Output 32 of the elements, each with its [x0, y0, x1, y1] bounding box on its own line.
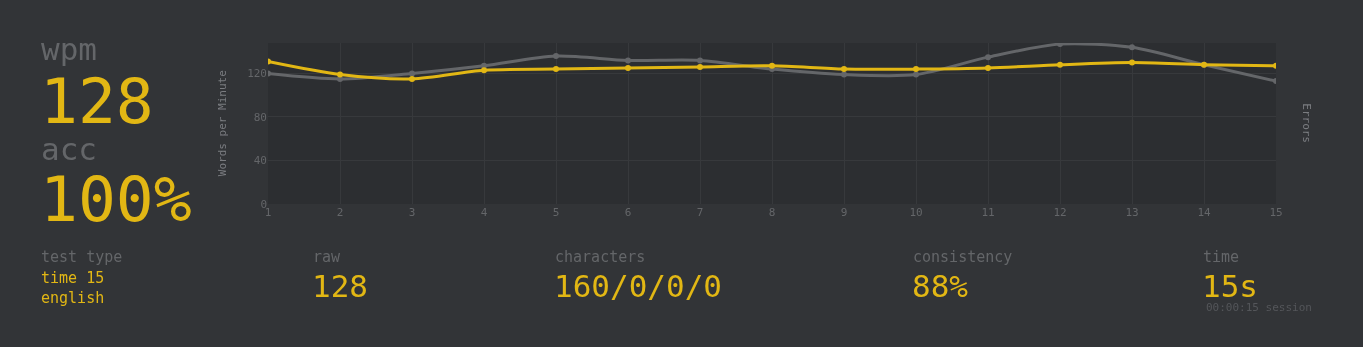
point	[697, 57, 703, 64]
point	[841, 71, 847, 78]
line-series	[268, 58, 1276, 82]
point	[1057, 61, 1063, 68]
point	[841, 66, 847, 73]
y2-axis-title: Errors	[1299, 103, 1313, 144]
point	[625, 65, 631, 72]
point	[985, 65, 991, 72]
text: 15s	[1202, 268, 1258, 304]
point	[625, 57, 631, 64]
point	[769, 62, 775, 69]
text: 88%	[912, 268, 968, 304]
point	[337, 71, 343, 78]
text: 160/0/0/0	[554, 268, 722, 304]
point	[553, 53, 559, 60]
y-axis-title: Words per Minute	[216, 70, 230, 177]
point	[409, 75, 415, 82]
text: time 15	[41, 269, 105, 287]
point	[1129, 44, 1135, 51]
point	[985, 54, 991, 61]
line-series	[268, 43, 1276, 85]
text: english	[41, 289, 105, 307]
point	[1129, 59, 1135, 66]
point	[913, 66, 919, 73]
point	[409, 70, 415, 77]
text: 128	[40, 65, 154, 138]
point	[481, 67, 487, 74]
point	[697, 63, 703, 70]
text: 128	[312, 268, 368, 304]
point	[553, 66, 559, 73]
point	[913, 71, 919, 78]
text: 100%	[40, 163, 192, 236]
